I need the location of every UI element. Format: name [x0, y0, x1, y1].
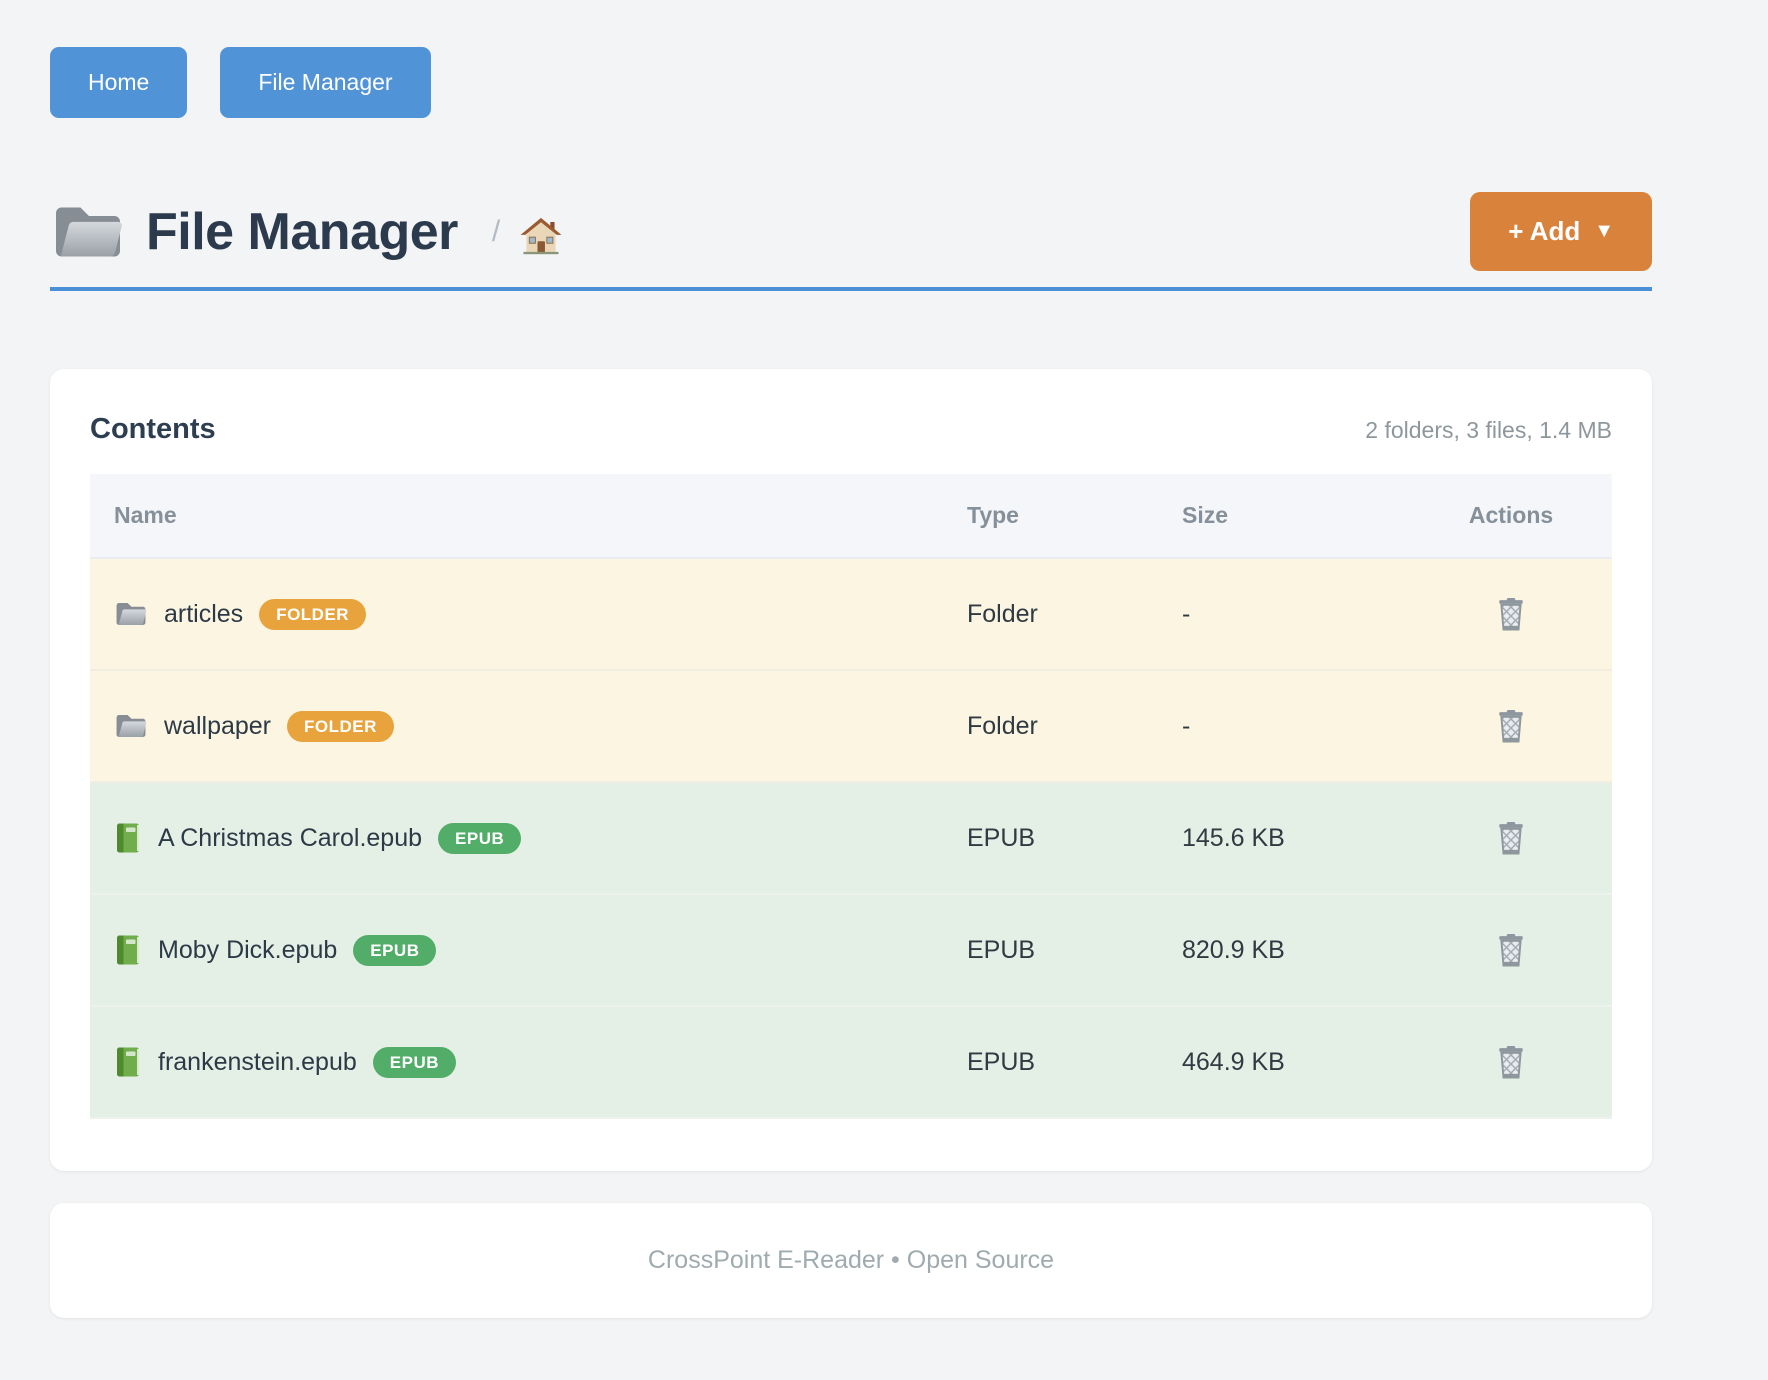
file-name[interactable]: wallpaper: [164, 711, 272, 740]
size-value: 145.6 KB: [1182, 823, 1285, 852]
title-group: File Manager /: [50, 200, 562, 264]
add-button[interactable]: + Add ▼: [1470, 192, 1652, 272]
size-value: 464.9 KB: [1182, 1047, 1285, 1076]
chevron-down-icon: ▼: [1594, 220, 1614, 243]
trash-icon: [1493, 1043, 1529, 1082]
file-name[interactable]: articles: [164, 599, 244, 628]
footer-text: CrossPoint E-Reader • Open Source: [647, 1246, 1055, 1275]
epub-badge: EPUB: [353, 934, 437, 966]
trash-icon: [1493, 931, 1529, 970]
type-value: Folder: [967, 711, 1038, 740]
breadcrumb-separator: /: [491, 214, 501, 248]
column-header-type: Type: [967, 502, 1019, 529]
contents-card: Contents 2 folders, 3 files, 1.4 MB Name…: [50, 369, 1652, 1172]
delete-button[interactable]: [1489, 1039, 1533, 1086]
page-title: File Manager: [146, 202, 458, 261]
file-name[interactable]: A Christmas Carol.epub: [158, 823, 423, 852]
file-manager-button[interactable]: File Manager: [220, 47, 431, 119]
top-nav: Home File Manager: [50, 0, 1652, 119]
page-header: File Manager / + Add ▼: [50, 192, 1652, 272]
trash-icon: [1493, 819, 1529, 858]
size-value: -: [1182, 711, 1191, 740]
contents-heading: Contents: [90, 413, 216, 446]
epub-badge: EPUB: [372, 1046, 456, 1078]
folder-icon: [114, 599, 148, 629]
type-value: EPUB: [967, 1047, 1036, 1076]
column-header-size: Size: [1182, 502, 1229, 529]
file-name[interactable]: frankenstein.epub: [158, 1047, 357, 1076]
folder-badge: FOLDER: [287, 710, 394, 742]
book-icon: [114, 1046, 142, 1078]
folder-icon: [50, 200, 126, 264]
size-value: -: [1182, 599, 1191, 628]
epub-badge: EPUB: [438, 822, 522, 854]
folder-badge: FOLDER: [259, 598, 367, 630]
delete-button[interactable]: [1489, 927, 1533, 974]
file-name[interactable]: Moby Dick.epub: [158, 935, 338, 964]
table-row: articles FOLDER Folder -: [90, 559, 1612, 672]
contents-summary: 2 folders, 3 files, 1.4 MB: [1365, 417, 1612, 444]
page-container: Home File Manager File Manager / + Add ▼…: [50, 0, 1652, 1319]
column-header-actions: Actions: [1468, 502, 1554, 529]
book-icon: [114, 934, 142, 966]
house-icon[interactable]: [520, 216, 562, 256]
title-divider: [50, 287, 1652, 292]
delete-button[interactable]: [1489, 815, 1533, 862]
column-header-name: Name: [114, 502, 177, 529]
table-row: wallpaper FOLDER Folder -: [90, 671, 1612, 784]
contents-header: Contents 2 folders, 3 files, 1.4 MB: [90, 413, 1612, 446]
footer: CrossPoint E-Reader • Open Source: [50, 1203, 1652, 1319]
table-row: frankenstein.epub EPUB EPUB 464.9 KB: [90, 1007, 1612, 1120]
type-value: Folder: [967, 599, 1038, 628]
file-table: Name Type Size Actions articles FOLDER F…: [90, 474, 1612, 1120]
trash-icon: [1493, 595, 1529, 634]
folder-icon: [114, 711, 148, 741]
add-button-label: + Add: [1508, 216, 1581, 247]
table-header-row: Name Type Size Actions: [90, 474, 1612, 560]
type-value: EPUB: [967, 935, 1036, 964]
delete-button[interactable]: [1489, 703, 1533, 750]
trash-icon: [1493, 707, 1529, 746]
book-icon: [114, 822, 142, 854]
delete-button[interactable]: [1489, 591, 1533, 638]
home-button[interactable]: Home: [50, 47, 188, 119]
table-row: Moby Dick.epub EPUB EPUB 820.9 KB: [90, 895, 1612, 1008]
size-value: 820.9 KB: [1182, 935, 1285, 964]
type-value: EPUB: [967, 823, 1036, 852]
table-row: A Christmas Carol.epub EPUB EPUB 145.6 K…: [90, 783, 1612, 896]
